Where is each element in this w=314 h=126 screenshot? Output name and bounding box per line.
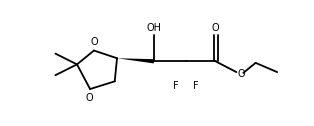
Text: OH: OH xyxy=(147,23,161,33)
Text: F: F xyxy=(193,81,198,91)
Text: O: O xyxy=(212,23,219,33)
Text: F: F xyxy=(173,81,178,91)
Text: O: O xyxy=(237,69,245,79)
Text: O: O xyxy=(91,37,99,47)
Text: O: O xyxy=(85,93,93,103)
Polygon shape xyxy=(117,58,154,63)
